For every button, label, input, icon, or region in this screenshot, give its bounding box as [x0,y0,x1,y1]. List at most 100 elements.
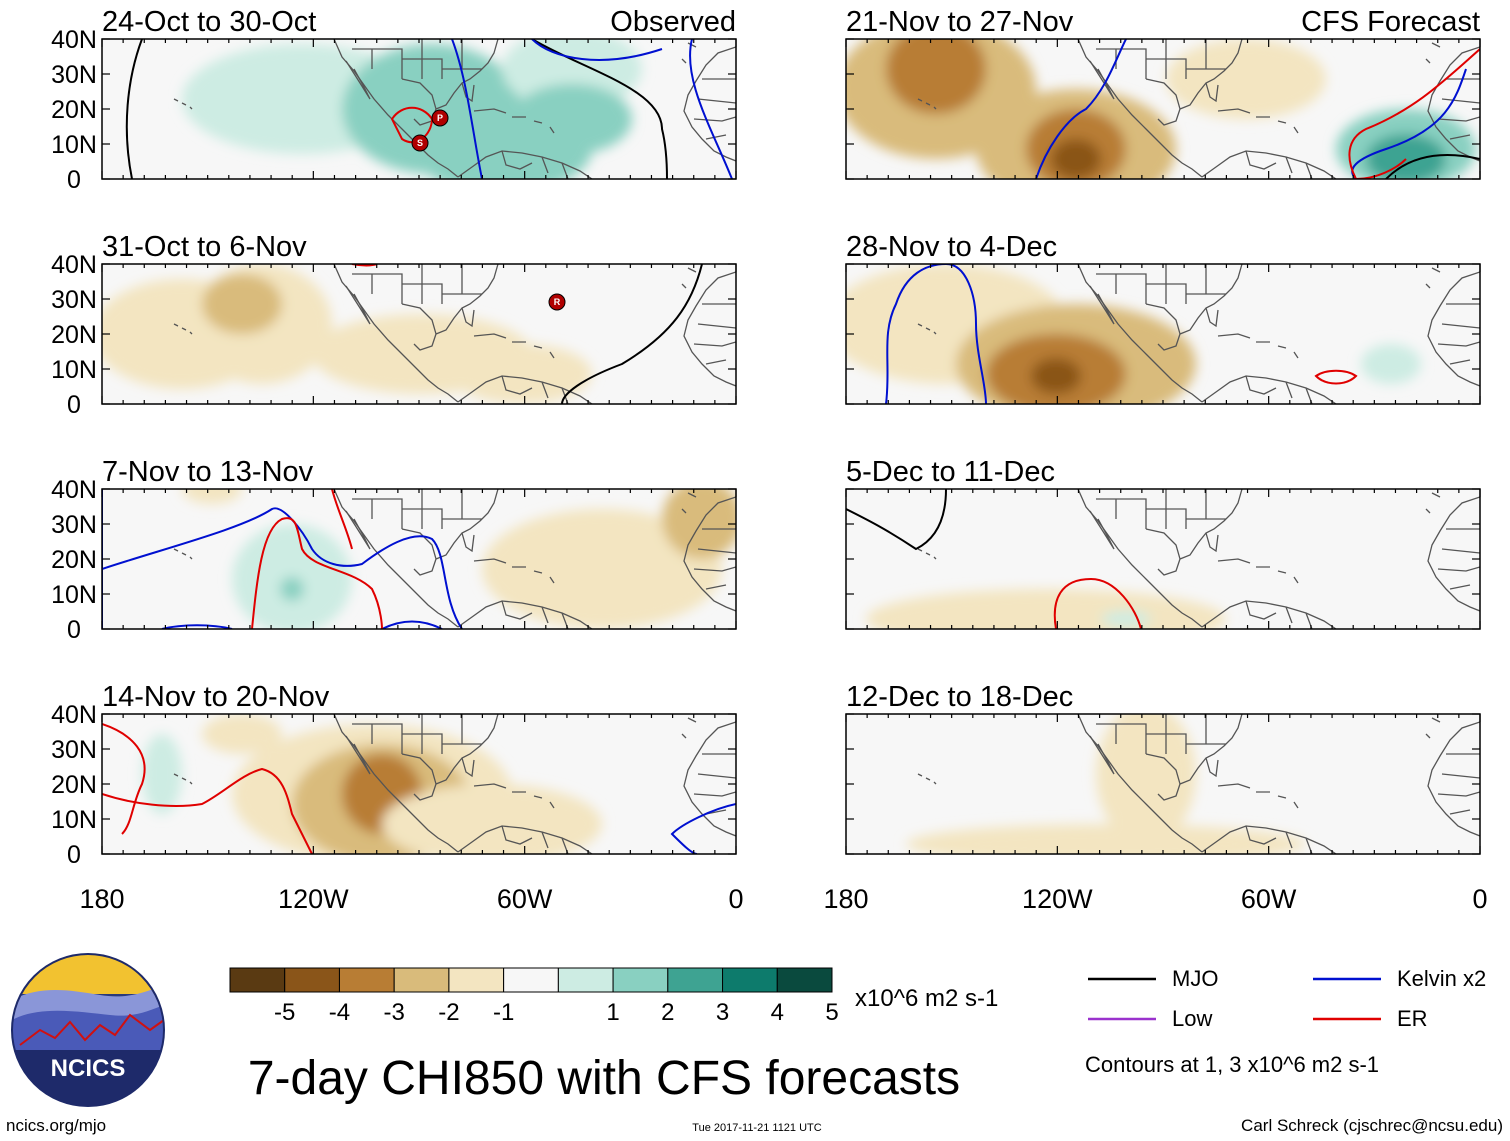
colorbar-label: 2 [661,999,674,1026]
anomaly-shading [886,39,986,114]
main-title: 7-day CHI850 with CFS forecasts [248,1052,960,1105]
anomaly-shading [1366,134,1446,179]
lon-label: 180 [79,884,124,914]
wave-contour [561,264,703,404]
legend: MJO Kelvin x2 Low ER Contours at 1, 3 x10^6 … [1085,966,1486,1077]
map-panel-6: 28-Nov to 4-Dec [845,231,1481,405]
map-panel-5: 21-Nov to 27-Nov CFS Forecast [845,6,1481,180]
lat-label: 10N [51,131,97,159]
anomaly-shading [1166,39,1326,119]
wave-contour [161,624,233,629]
wave-contour [1351,68,1467,179]
anomaly-shading [1051,139,1101,179]
colorbar-swatch [338,967,395,993]
lon-label: 120W [1022,884,1093,914]
anomaly-shading [906,824,1306,854]
panel-label: Observed [610,6,736,38]
panel-title: 24-Oct to 30-Oct [102,6,316,38]
lon-label: 180 [823,884,868,914]
colorbar-label: 3 [716,999,729,1026]
anomaly-shading [1096,714,1196,844]
map-panel-7: 5-Dec to 11-Dec [845,456,1481,630]
legend-label: MJO [1172,966,1218,991]
wave-contour [102,723,146,835]
lat-label: 20N [51,96,97,124]
colorbar-units: x10^6 m2 s-1 [855,985,998,1012]
footer-timestamp: Tue 2017-11-21 1121 UTC [692,1122,821,1134]
colorbar-swatch [503,967,559,993]
anomaly-shading [512,84,632,154]
anomaly-shading [142,734,182,814]
colorbar-label: -2 [438,999,459,1026]
lat-label: 20N [51,546,97,574]
lat-label: 10N [51,356,97,384]
wave-contour [1348,48,1480,179]
lat-label: 30N [51,61,97,89]
storm-label: P [437,113,443,123]
colorbar-label: -4 [329,999,350,1026]
legend-label: Kelvin x2 [1397,966,1486,991]
wave-contour [125,39,143,179]
wave-contour [331,489,353,550]
anomaly-shading [202,274,282,334]
wave-contour [670,803,736,854]
logo-text: NCICS [51,1055,126,1082]
anomaly-shading [1361,344,1421,384]
anomaly-shading [482,509,722,629]
colorbar-label: -3 [384,999,405,1026]
ncics-logo: NCICS [11,953,165,1107]
storm-label: S [417,138,423,148]
lat-label: 0 [67,841,81,869]
panel-title: 12-Dec to 18-Dec [846,681,1073,713]
colorbar-swatch [393,967,450,993]
anomaly-shading [662,489,736,559]
storm-marker: R [548,293,566,311]
wave-contour [531,39,663,61]
lat-label: 30N [51,286,97,314]
wave-contour [1314,369,1358,385]
colorbar-label: -5 [274,999,295,1026]
wave-contour [531,39,668,179]
lat-label: 30N [51,736,97,764]
legend-note: Contours at 1, 3 x10^6 m2 s-1 [1085,1052,1379,1077]
wave-contour [1053,577,1142,629]
panel-label: CFS Forecast [1301,6,1480,38]
panel-title: 14-Nov to 20-Nov [102,681,330,713]
lat-label: 10N [51,581,97,609]
storm-label: R [554,297,561,307]
anomaly-shading [1101,611,1151,627]
storm-marker: S [411,134,429,152]
wave-contour [381,620,443,629]
wave-contour [451,39,483,179]
colorbar-swatch [448,967,505,993]
colorbar-label: 5 [825,999,838,1026]
lat-label: 40N [51,701,97,729]
anomaly-shading [232,524,352,629]
lat-label: 0 [67,391,81,419]
legend-label: ER [1397,1006,1428,1031]
lat-label: 40N [51,476,97,504]
lat-label: 10N [51,806,97,834]
colorbar-swatch [667,967,724,993]
lon-label: 60W [1241,884,1297,914]
colorbar-swatch [557,967,614,993]
panel-title: 7-Nov to 13-Nov [102,456,314,488]
colorbar-label: -1 [493,999,514,1026]
colorbar-label: 1 [606,999,619,1026]
lon-label: 60W [497,884,553,914]
anomaly-shading [1031,358,1081,394]
colorbar-swatch [229,967,286,993]
wave-contour [251,517,383,629]
colorbar-swatch [284,967,340,993]
lat-label: 0 [67,616,81,644]
anomaly-shading [202,714,282,754]
wave-contour [885,264,987,404]
colorbar: -5 -4 -3 -2 -1 1 2 3 4 5 x10^6 m2 s-1 [229,967,998,1026]
lat-label: 40N [51,251,97,279]
footer-url: ncics.org/mjo [6,1116,106,1135]
panel-title: 21-Nov to 27-Nov [846,6,1074,38]
colorbar-swatch [722,967,778,993]
